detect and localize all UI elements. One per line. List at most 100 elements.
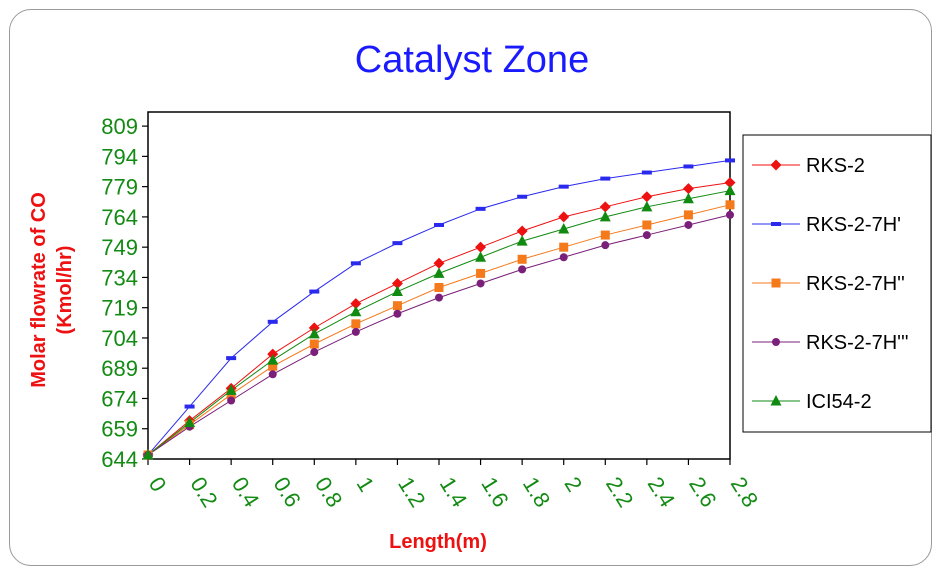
data-point: [601, 241, 610, 250]
x-tick-label: 0.6: [268, 472, 305, 511]
data-point: [683, 164, 694, 169]
data-point: [517, 254, 527, 264]
data-point: [433, 267, 445, 278]
legend-marker: [770, 395, 782, 406]
legend-label: RKS-2-7H'': [806, 273, 905, 295]
x-tick-label: 0.2: [185, 472, 222, 511]
legend-marker: [772, 338, 780, 346]
y-tick-label: 704: [101, 326, 138, 351]
y-tick-label: 689: [101, 356, 138, 381]
legend-label: RKS-2-7H': [806, 214, 901, 236]
data-point: [434, 222, 444, 227]
data-point: [558, 184, 569, 189]
y-tick-label: 719: [101, 296, 138, 321]
y-tick-label: 674: [101, 386, 138, 411]
legend-marker: [771, 222, 781, 226]
x-tick-label: 2.6: [684, 472, 721, 511]
data-point: [726, 210, 734, 219]
data-point: [724, 177, 736, 189]
data-point: [350, 261, 361, 266]
series-markers: [142, 158, 736, 461]
y-tick-label: 764: [101, 205, 138, 230]
data-point: [476, 279, 485, 288]
data-point: [434, 283, 444, 293]
x-tick-label: 1: [352, 472, 380, 496]
data-point: [475, 251, 487, 262]
data-point: [684, 220, 693, 229]
data-point: [682, 192, 694, 204]
data-point: [392, 241, 403, 246]
data-point: [308, 327, 320, 339]
data-point: [435, 293, 443, 302]
data-point: [225, 384, 237, 395]
data-point: [599, 201, 611, 213]
y-tick-label: 659: [101, 417, 138, 442]
data-point: [391, 277, 403, 289]
data-point: [558, 211, 570, 223]
x-tick-label: 1.4: [435, 472, 472, 511]
legend-items: RKS-2 RKS-2-7H' RKS-2-7H'' RKS-2-7H''' ICI54…: [752, 155, 909, 413]
data-point: [351, 319, 361, 329]
data-point: [516, 225, 528, 237]
legend-label: ICI54-2: [806, 391, 872, 413]
x-axis-label: Length(m): [389, 531, 487, 553]
data-point: [310, 348, 319, 357]
data-point: [308, 322, 320, 334]
x-tick-label: 0: [144, 472, 172, 496]
data-point: [350, 305, 362, 317]
data-point: [724, 184, 736, 196]
x-tick-label: 0.8: [310, 472, 347, 511]
series-lines: [147, 159, 731, 456]
data-point: [518, 265, 527, 274]
x-axis: 0 0.2 0.4 0.6 0.8 1 1.2 1.4 1.6 1.8 2 2.2 2.4 2.6 2.8: [144, 459, 763, 512]
data-point: [267, 354, 279, 365]
data-point: [184, 404, 195, 409]
data-point: [475, 206, 486, 211]
y-axis: 644 659 674 689 704 719 734 749 764 779 794 809: [101, 114, 148, 472]
data-point: [433, 257, 445, 269]
series-line-4: [147, 190, 731, 456]
data-point: [309, 289, 320, 294]
series-line-1: [147, 159, 731, 456]
data-point: [600, 230, 610, 240]
data-point: [476, 268, 486, 278]
data-point: [559, 242, 569, 252]
series-line-2: [147, 204, 731, 456]
data-point: [559, 253, 568, 262]
y-tick-label: 644: [101, 447, 138, 472]
x-tick-label: 2.8: [726, 472, 763, 511]
data-point: [517, 194, 528, 199]
data-point: [475, 241, 487, 253]
y-tick-label: 794: [101, 144, 138, 169]
data-point: [393, 309, 402, 318]
data-point: [641, 191, 653, 203]
x-tick-label: 2.2: [601, 472, 638, 511]
data-point: [600, 176, 611, 181]
data-point: [226, 356, 237, 361]
data-point: [641, 170, 652, 175]
y-axis-label-line2: (Kmol/hr): [54, 246, 76, 335]
data-point: [309, 339, 319, 349]
data-point: [599, 210, 611, 222]
data-point: [227, 396, 236, 405]
x-tick-label: 2: [559, 472, 587, 496]
y-tick-label: 734: [101, 265, 138, 290]
legend-marker: [770, 159, 782, 171]
data-point: [516, 235, 528, 246]
data-point: [725, 158, 735, 163]
data-point: [642, 231, 651, 240]
data-point: [725, 200, 735, 210]
chart-title: Catalyst Zone: [355, 39, 589, 81]
data-point: [683, 210, 693, 220]
data-point: [391, 285, 403, 297]
data-point: [184, 416, 196, 428]
data-point: [682, 183, 694, 195]
data-point: [350, 298, 362, 310]
legend-label: RKS-2: [806, 155, 865, 177]
data-point: [268, 370, 277, 379]
data-point: [642, 220, 652, 230]
y-tick-label: 779: [101, 175, 138, 200]
x-tick-label: 1.8: [518, 472, 555, 511]
x-tick-label: 0.4: [227, 472, 264, 511]
data-point: [267, 319, 278, 324]
